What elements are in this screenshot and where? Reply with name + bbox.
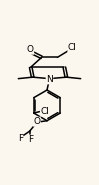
Text: F: F (28, 135, 33, 144)
Text: Cl: Cl (68, 43, 77, 53)
Text: N: N (46, 75, 53, 84)
Text: O: O (27, 45, 34, 54)
Text: O: O (33, 117, 40, 126)
Text: Cl: Cl (40, 107, 49, 116)
Text: F: F (18, 134, 23, 142)
